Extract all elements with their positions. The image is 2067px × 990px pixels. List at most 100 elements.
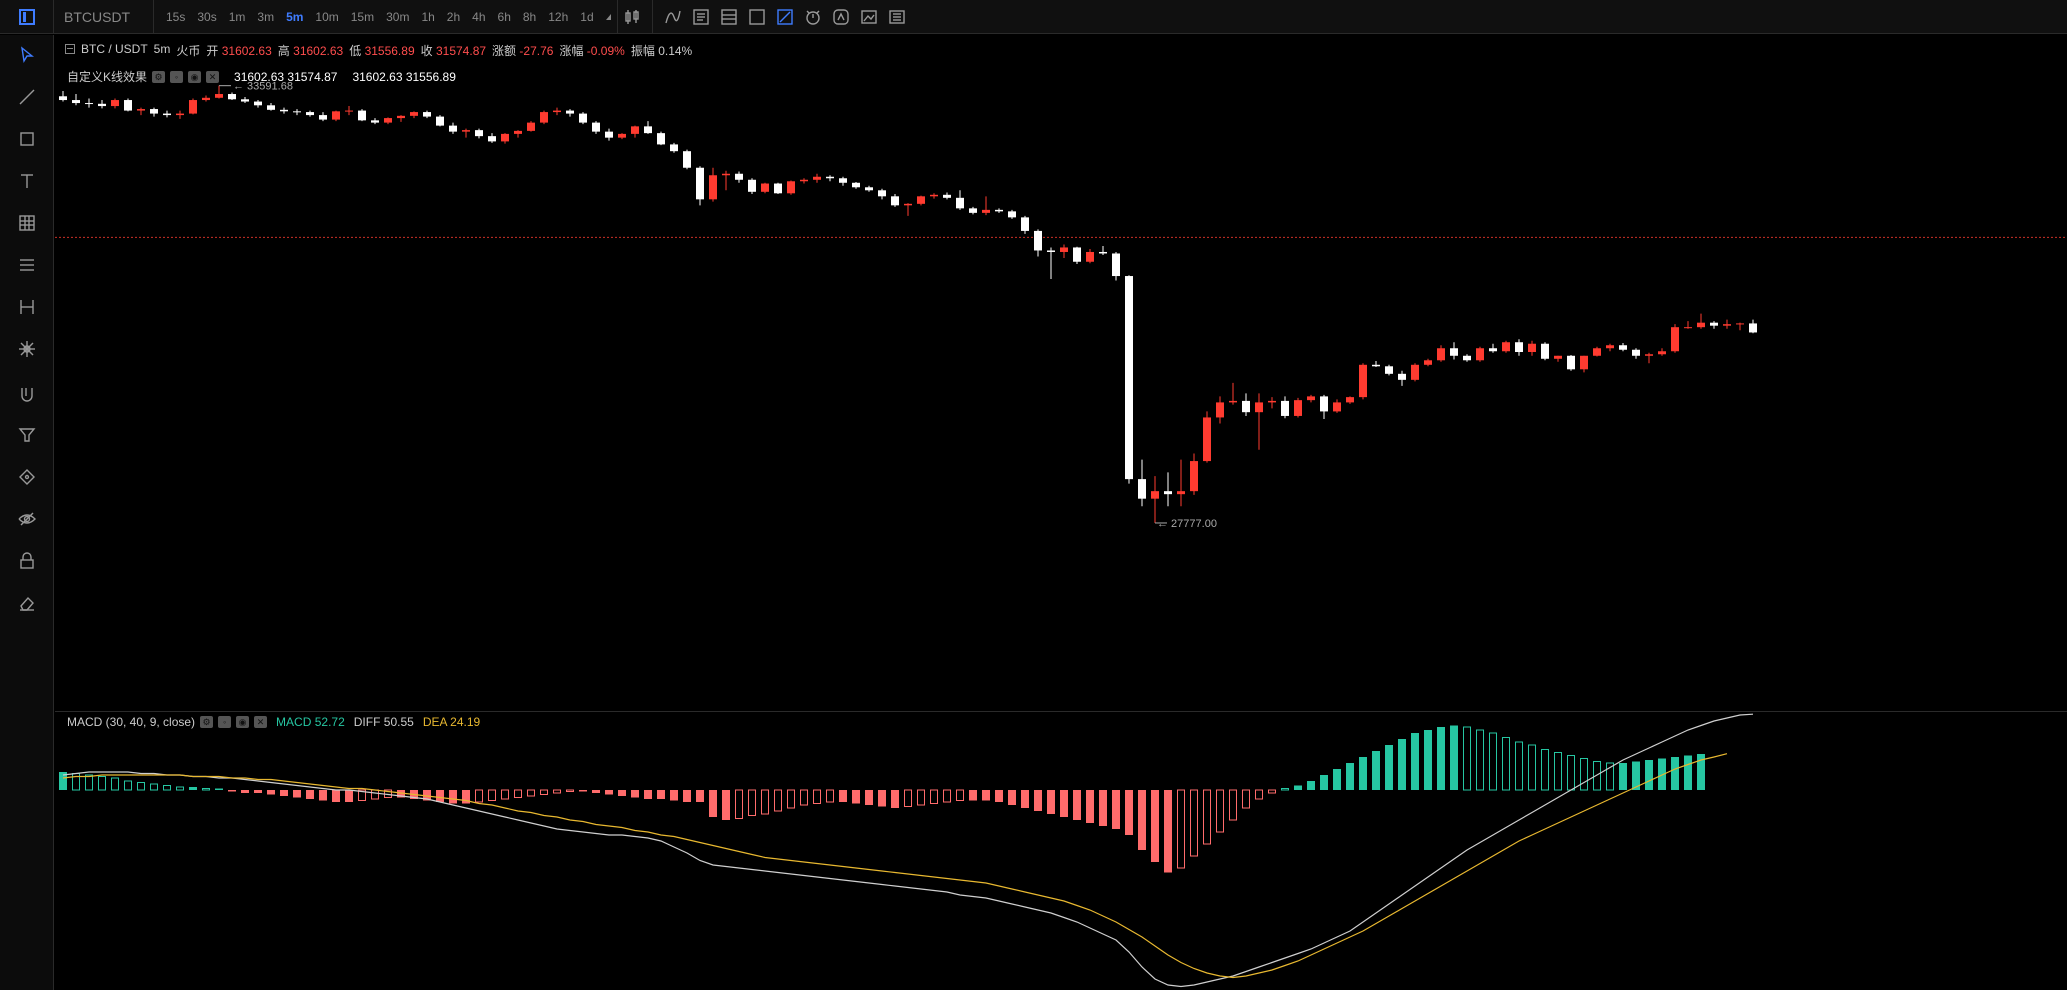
low-label: 低	[349, 44, 362, 58]
period-4h[interactable]: 4h	[472, 9, 486, 24]
macd-bar	[904, 789, 912, 807]
period-1m[interactable]: 1m	[228, 9, 246, 24]
eye-icon[interactable]	[17, 509, 37, 529]
macd-bar	[293, 790, 301, 798]
macd-bar	[176, 786, 184, 791]
period-15s[interactable]: 15s	[166, 9, 186, 24]
period-6h[interactable]: 6h	[497, 9, 511, 24]
draw-icon[interactable]	[771, 0, 799, 34]
macd-bar	[618, 790, 626, 796]
macd-bar	[1203, 789, 1211, 845]
settings-icon[interactable]: ⚙	[152, 70, 166, 83]
candle-body	[514, 130, 522, 134]
candle-body	[683, 151, 691, 168]
candle-body	[501, 133, 509, 142]
chart-area[interactable]: ← 33591.68 ← 27777.00 BTC / USDT 5m 火币 开 …	[55, 35, 2067, 990]
candle-body	[475, 130, 483, 137]
candle-body	[553, 110, 561, 113]
period-15m[interactable]: 15m	[350, 9, 375, 24]
macd-bar	[280, 790, 288, 796]
period-8h[interactable]: 8h	[522, 9, 537, 24]
candle-body	[1346, 397, 1354, 403]
period-more-icon[interactable]	[605, 13, 611, 20]
diff-line	[62, 713, 1754, 988]
price-chart[interactable]: ← 33591.68 ← 27777.00	[55, 35, 2067, 990]
candle-body	[1307, 396, 1315, 401]
macd-bar	[488, 789, 496, 801]
macd-bar	[1177, 789, 1185, 869]
candle-body	[150, 109, 158, 114]
amp-label: 振幅	[630, 44, 655, 58]
candle-body	[1125, 276, 1133, 480]
source-icon[interactable]: ◦	[170, 70, 184, 83]
layout-icon[interactable]	[715, 0, 743, 34]
macd-bar	[800, 789, 808, 806]
candle-body	[1437, 348, 1445, 361]
custom-indicator-legend: 自定义K线效果 ⚙ ◦ ◉ ✕ 31602.63 31574.87 31602.…	[67, 68, 456, 85]
period-selector: 15s 30s 1m 3m 5m 10m 15m 30m 1h 2h 4h 6h 8h 12h 1d	[154, 0, 618, 34]
period-1d[interactable]: 1d	[580, 9, 594, 24]
macd-bar	[1112, 790, 1120, 829]
candle-body	[462, 130, 470, 132]
candle-body	[241, 99, 249, 102]
period-12h[interactable]: 12h	[548, 9, 569, 24]
remove-icon[interactable]: ✕	[206, 70, 220, 83]
macd-bar	[423, 790, 431, 801]
text-icon[interactable]	[17, 171, 37, 191]
visibility-icon[interactable]: ◉	[188, 70, 202, 83]
alert-icon[interactable]	[799, 0, 827, 34]
candle-body	[85, 103, 93, 105]
fib-icon[interactable]	[17, 255, 37, 275]
period-5m[interactable]: 5m	[286, 9, 304, 24]
candle-body	[1359, 364, 1367, 398]
macd-bar	[1502, 737, 1510, 791]
cursor-icon[interactable]	[17, 45, 37, 65]
screenshot-icon[interactable]	[855, 0, 883, 34]
layout-toggle-button[interactable]	[0, 0, 54, 34]
candle-type-icon[interactable]	[618, 0, 646, 34]
macd-remove-icon[interactable]: ✕	[254, 716, 268, 728]
candle-body	[709, 175, 717, 200]
candle-body	[254, 101, 262, 106]
candle-body	[293, 111, 301, 113]
pattern-icon[interactable]	[17, 339, 37, 359]
fullscreen-icon[interactable]	[743, 0, 771, 34]
symbol-selector[interactable]: BTCUSDT	[54, 0, 154, 34]
macd-bar	[1307, 781, 1315, 790]
eraser-icon[interactable]	[17, 593, 37, 613]
candle-body	[1723, 324, 1731, 326]
macd-visibility-icon[interactable]: ◉	[236, 716, 250, 728]
macd-bar	[839, 790, 847, 802]
news-icon[interactable]	[883, 0, 911, 34]
filter-icon[interactable]	[17, 425, 37, 445]
grid-icon[interactable]	[17, 213, 37, 233]
macd-settings-icon[interactable]: ⚙	[200, 716, 214, 728]
magnet-icon[interactable]	[17, 385, 37, 405]
period-3m[interactable]: 3m	[257, 9, 275, 24]
candle-body	[1034, 230, 1042, 251]
macd-bar	[1190, 789, 1198, 857]
high-marker-label: ← 33591.68	[233, 81, 293, 93]
candle-body	[1216, 402, 1224, 418]
period-30m[interactable]: 30m	[386, 9, 410, 24]
rectangle-icon[interactable]	[17, 129, 37, 149]
collapse-icon[interactable]	[65, 44, 75, 54]
macd-bar	[1034, 790, 1042, 811]
macd-bar	[1151, 790, 1159, 862]
candle-body	[1619, 345, 1627, 350]
measure-icon[interactable]	[17, 297, 37, 317]
macd-bar	[943, 789, 951, 803]
period-2h[interactable]: 2h	[446, 9, 461, 24]
template-icon[interactable]	[687, 0, 715, 34]
target-icon[interactable]	[17, 467, 37, 487]
period-10m[interactable]: 10m	[315, 9, 339, 24]
pane-divider[interactable]	[55, 711, 2067, 712]
period-30s[interactable]: 30s	[197, 9, 217, 24]
lock-icon[interactable]	[17, 551, 37, 571]
indicator-icon[interactable]	[659, 0, 687, 34]
replay-icon[interactable]	[827, 0, 855, 34]
period-1h[interactable]: 1h	[421, 9, 435, 24]
macd-bar	[254, 790, 262, 793]
macd-source-icon[interactable]: ◦	[218, 716, 232, 728]
line-icon[interactable]	[17, 87, 37, 107]
